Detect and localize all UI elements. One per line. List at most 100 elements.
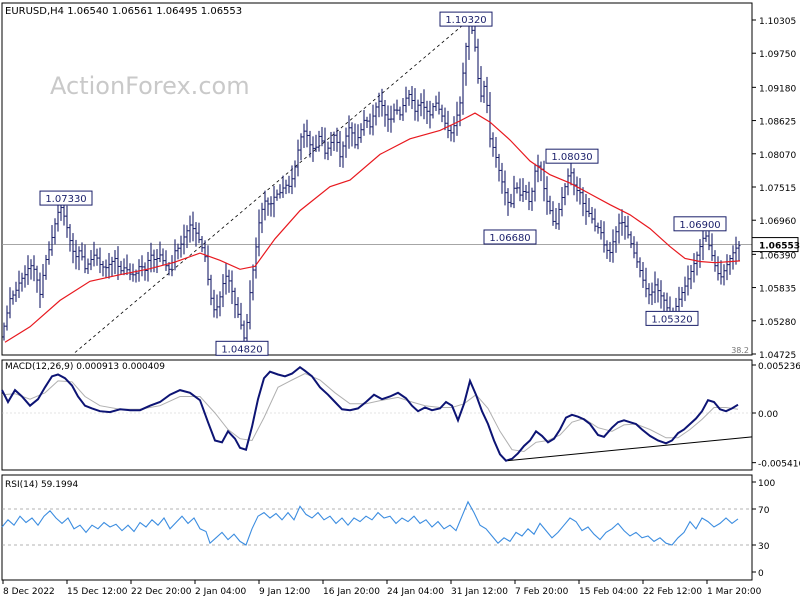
price-bar (41, 263, 45, 299)
price-bar (500, 162, 504, 194)
fib-level-label: 38.2 (731, 346, 749, 355)
time-axis-label: 22 Dec 20:00 (131, 587, 192, 597)
price-bar (431, 103, 435, 119)
price-bar (284, 179, 288, 195)
watermark: ActionForex.com (50, 72, 250, 100)
price-bar (215, 294, 219, 319)
price-bar (626, 215, 630, 239)
price-bar (734, 236, 738, 265)
price-bar (107, 252, 111, 279)
price-bar (719, 260, 723, 285)
macd-trendline (507, 436, 753, 462)
price-bar (518, 178, 522, 202)
price-bar (446, 110, 450, 139)
price-bar (524, 184, 528, 200)
price-bar (230, 270, 234, 305)
price-bar (122, 258, 126, 276)
price-bar (464, 42, 468, 86)
price-bar (677, 286, 681, 314)
price-bar (359, 123, 363, 143)
price-bar (224, 262, 228, 295)
annotation-box (215, 340, 269, 356)
price-bar (146, 251, 150, 282)
price-bar (239, 302, 243, 330)
price-bar (602, 221, 606, 253)
price-bar (185, 225, 189, 249)
price-bar (407, 89, 411, 106)
price-bar (26, 255, 30, 285)
price-bar (80, 242, 84, 261)
time-axis-label: 15 Dec 12:00 (67, 587, 128, 597)
price-bar (449, 124, 453, 142)
price-bar (44, 254, 48, 280)
current-price-marker: 1.06553 (751, 237, 800, 253)
price-bar (557, 202, 561, 230)
price-bar (665, 292, 669, 312)
price-bar (308, 130, 312, 158)
price-bar (332, 131, 336, 151)
price-bar (74, 239, 78, 270)
price-bar (710, 233, 714, 261)
price-axis-label: 1.05835 (759, 285, 796, 295)
price-bar (404, 86, 408, 113)
price-bar (371, 104, 375, 136)
price-bar (491, 132, 495, 157)
price-bar (167, 262, 171, 276)
price-bar (509, 193, 513, 208)
price-bar (254, 237, 258, 279)
price-bar (440, 104, 444, 123)
price-bar (347, 115, 351, 149)
annotation-text: 1.05320 (651, 314, 692, 325)
trendline-dashed (74, 18, 471, 353)
price-bar (386, 105, 390, 132)
annotation-label: 1.06680 (483, 229, 537, 245)
price-bar (320, 126, 324, 147)
annotation-label: 1.10320 (439, 11, 493, 27)
annotation-text: 1.07330 (45, 194, 86, 205)
price-bar (350, 122, 354, 147)
price-bar (206, 245, 210, 286)
price-bar (95, 248, 99, 266)
price-bar (437, 91, 441, 115)
price-bar (551, 201, 555, 226)
price-bar (251, 264, 255, 301)
price-bar (119, 260, 123, 275)
price-bar (272, 185, 276, 218)
price-bar (485, 76, 489, 114)
price-bar (53, 218, 57, 245)
price-bar (212, 289, 216, 318)
price-bar (731, 245, 735, 270)
price-bar (188, 215, 192, 243)
price-bar (242, 320, 246, 344)
price-bar (722, 264, 726, 286)
price-bar (176, 243, 180, 260)
price-bar (218, 291, 222, 317)
price-bar (260, 202, 264, 234)
price-bar (362, 109, 366, 136)
price-bar (701, 226, 705, 261)
price-bar (527, 181, 531, 211)
time-axis-label: 24 Jan 04:00 (387, 587, 444, 597)
macd-panel (1, 359, 753, 471)
price-axis-label: 1.04725 (759, 351, 796, 361)
time-axis-label: 9 Jan 12:00 (259, 587, 311, 597)
price-bar (341, 141, 345, 168)
price-bar (374, 102, 378, 126)
price-bar (503, 170, 507, 206)
price-bar (653, 271, 657, 304)
price-bar (14, 281, 18, 302)
price-bar (578, 178, 582, 205)
symbol-title: EURUSD,H4 1.06540 1.06561 1.06495 1.0655… (5, 6, 242, 17)
price-bar (611, 229, 615, 263)
time-axis-label: 16 Jan 20:00 (323, 587, 380, 597)
price-bar (200, 236, 204, 253)
price-bar (194, 222, 198, 247)
price-bar (428, 100, 432, 129)
price-bar (8, 287, 12, 319)
price-bar (98, 247, 102, 274)
rsi-axis-label: 70 (758, 506, 770, 516)
price-bar (650, 282, 654, 306)
price-bar (398, 106, 402, 121)
